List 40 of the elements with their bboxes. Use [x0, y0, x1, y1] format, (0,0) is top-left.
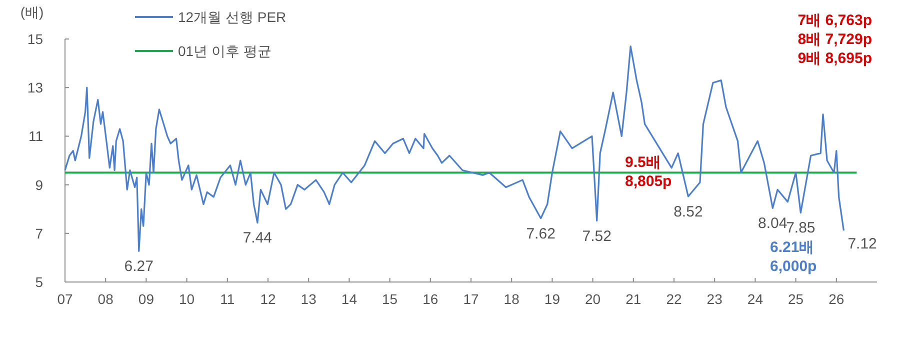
y-tick-label: 7 [35, 225, 44, 242]
x-tick-label: 10 [179, 291, 195, 307]
x-tick-label: 08 [98, 291, 114, 307]
x-tick-label: 18 [504, 291, 520, 307]
y-tick-label: 11 [28, 128, 44, 144]
x-tick-label: 16 [422, 291, 438, 307]
annotation: 7배 6,763p 8배 7,729p 9배 8,695p [798, 12, 872, 67]
y-tick-label: 9 [35, 176, 44, 193]
y-axis-title: (배) [20, 4, 44, 20]
x-tick-label: 15 [382, 291, 398, 307]
y-tick-label: 15 [27, 31, 44, 47]
annotation: 7.62 [526, 225, 556, 242]
x-tick-label: 07 [57, 291, 73, 307]
x-tick-label: 23 [706, 291, 723, 307]
annotation: 9.5배 8,805p [625, 154, 672, 190]
annotation: 7.12 [848, 235, 877, 252]
legend-label: 01년 이후 평균 [178, 43, 272, 59]
x-tick-label: 11 [220, 291, 235, 307]
y-tick-label: 5 [35, 274, 44, 290]
x-tick-label: 24 [747, 291, 764, 307]
x-tick-label: 21 [626, 291, 642, 307]
x-tick-label: 26 [828, 291, 844, 307]
x-tick-label: 14 [341, 291, 358, 307]
x-tick-label: 22 [666, 291, 682, 307]
y-tick-label: 13 [27, 80, 44, 96]
x-tick-label: 25 [788, 291, 804, 307]
x-tick-label: 20 [585, 291, 601, 307]
annotation: 7.44 [242, 230, 272, 247]
annotation: 8.04 [758, 215, 788, 232]
x-tick-label: 13 [300, 291, 317, 307]
x-tick-label: 09 [138, 291, 154, 307]
x-tick-label: 19 [544, 291, 560, 307]
annotation: 7.52 [582, 228, 612, 245]
annotation: 7.85 [786, 220, 816, 237]
annotation: 8.52 [674, 203, 703, 220]
annotation: 6.21배 6,000p [770, 239, 817, 275]
x-tick-label: 17 [463, 291, 479, 307]
annotation: 6.27 [124, 258, 154, 276]
legend-label: 12개월 선행 PER [178, 9, 286, 25]
x-tick-label: 12 [260, 291, 276, 307]
